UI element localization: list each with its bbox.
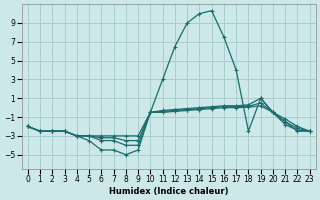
X-axis label: Humidex (Indice chaleur): Humidex (Indice chaleur) [109,187,228,196]
